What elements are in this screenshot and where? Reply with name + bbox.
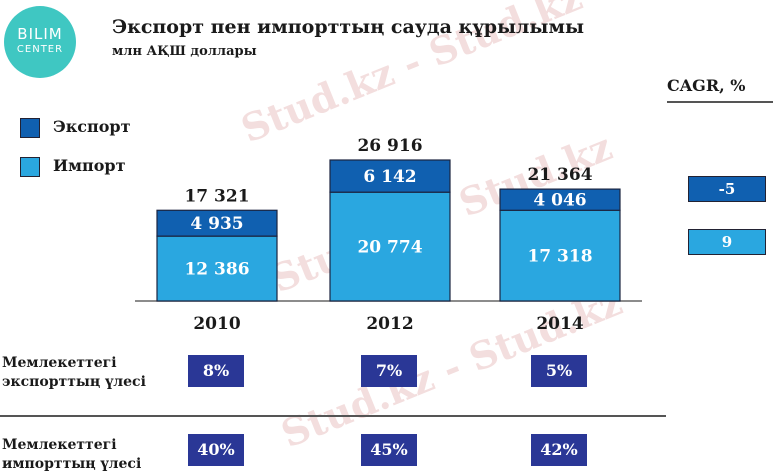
import-share-2012: 45% — [361, 434, 417, 466]
export-share-label: Мемлекеттегі экспорттың үлесі — [2, 355, 146, 390]
export-share-2010: 8% — [188, 355, 244, 387]
chart-subtitle: млн АҚШ доллары — [112, 44, 257, 59]
export-share-2014: 5% — [531, 355, 587, 387]
bar-export-2012 — [329, 159, 451, 193]
x-tick-label-2010: 2010 — [193, 314, 240, 334]
cagr-divider — [667, 101, 773, 103]
bar-export-2010 — [156, 209, 278, 237]
legend-label-export: Экспорт — [53, 117, 131, 136]
legend-label-import: Импорт — [53, 156, 126, 175]
cagr-export-box: -5 — [688, 176, 766, 202]
bar-import-2010 — [156, 235, 278, 302]
export-share-2012: 7% — [361, 355, 417, 387]
cagr-import-box: 9 — [688, 229, 766, 255]
x-tick-label-2012: 2012 — [366, 314, 413, 334]
bar-label-import-2014: 17 318 — [527, 247, 592, 267]
total-label-2012: 26 916 — [357, 136, 422, 156]
row-divider — [0, 415, 666, 417]
logo-text: CENTER — [16, 44, 64, 55]
bar-label-export-2014: 4 046 — [533, 191, 586, 211]
total-label-2010: 17 321 — [184, 186, 249, 206]
bar-label-export-2012: 6 142 — [363, 167, 416, 187]
logo-text: BILIM — [17, 25, 63, 43]
logo: BILIM CENTER — [4, 6, 76, 78]
legend-swatch-import — [20, 157, 40, 177]
bar-label-export-2010: 4 935 — [190, 214, 243, 234]
x-tick-label-2014: 2014 — [536, 314, 583, 334]
bar-label-import-2012: 20 774 — [357, 238, 422, 258]
bar-import-2014 — [499, 209, 621, 302]
bar-export-2014 — [499, 188, 621, 211]
chart-title: Экспорт пен импорттың сауда құрылымы — [112, 16, 585, 38]
import-share-2014: 42% — [531, 434, 587, 466]
bar-import-2012 — [329, 191, 451, 302]
cagr-title: CAGR, % — [667, 76, 746, 95]
total-label-2014: 21 364 — [527, 165, 592, 185]
bar-label-import-2010: 12 386 — [184, 260, 249, 280]
import-share-label: Мемлекеттегі импорттың үлесі — [2, 437, 142, 472]
import-share-2010: 40% — [188, 434, 244, 466]
legend-swatch-export — [20, 118, 40, 138]
